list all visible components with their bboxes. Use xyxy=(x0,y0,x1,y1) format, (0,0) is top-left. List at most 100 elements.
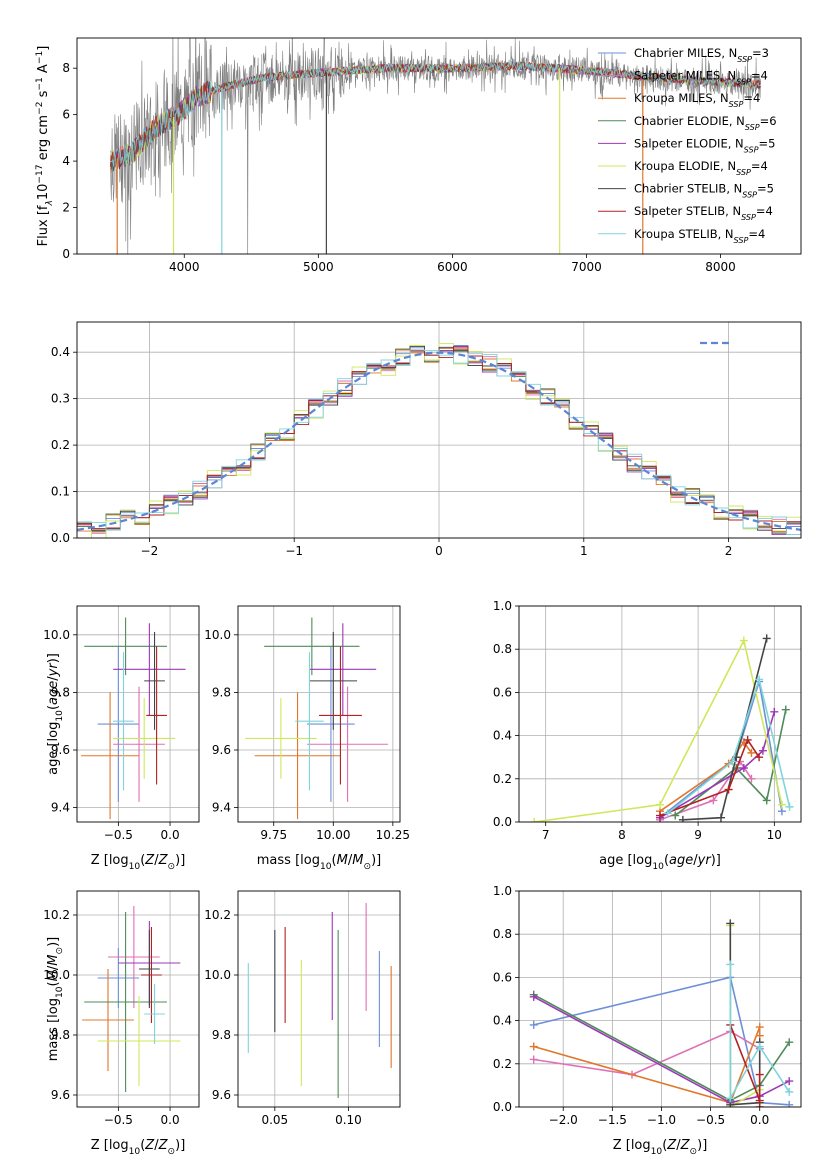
x-tick-label: 7000 xyxy=(571,260,602,274)
series-line xyxy=(729,923,761,1106)
plus-marker xyxy=(530,818,539,822)
plus-marker xyxy=(755,753,764,762)
x-tick-label: 0.0 xyxy=(750,1113,769,1127)
plus-marker xyxy=(743,735,752,744)
plus-marker xyxy=(777,800,786,809)
errorbar-point xyxy=(146,646,167,785)
axes-border-1 xyxy=(76,321,802,539)
errorbar-point xyxy=(319,646,362,785)
errorbar-point xyxy=(295,652,324,791)
plus-marker xyxy=(785,1077,794,1086)
plus-marker xyxy=(755,675,764,684)
x-tick-label: −0.5 xyxy=(104,1113,133,1127)
errorbar-point xyxy=(245,698,317,779)
plus-marker xyxy=(726,919,735,928)
axes-3: 9.75 10.00 10.25 9.4 9.6 9.8 10.0 xyxy=(204,606,410,842)
y-tick-label: 0.4 xyxy=(493,1014,512,1028)
series xyxy=(726,919,764,1107)
axes-border-6 xyxy=(237,890,401,1108)
y-tick-label: 9.8 xyxy=(51,685,70,699)
legend-entry: Kroupa ELODIE, NSSP=4 xyxy=(634,159,768,177)
y-tick-label: 0.4 xyxy=(493,729,512,743)
y-tick-label: 0.2 xyxy=(51,438,70,452)
y-tick-label: 0.3 xyxy=(51,392,70,406)
y-tick-label: 9.6 xyxy=(51,1088,70,1102)
x-tick-label: 5000 xyxy=(303,260,334,274)
errorbar-point xyxy=(264,617,360,676)
series-line xyxy=(729,1024,761,1107)
y-tick-label: 0.4 xyxy=(51,345,70,359)
plus-marker xyxy=(656,800,664,809)
series-line xyxy=(533,1030,761,1076)
legend-entry: Kroupa MILES, NSSP=4 xyxy=(634,91,760,109)
y-tick-label: 10.0 xyxy=(43,968,70,982)
y-tick-label: 0 xyxy=(62,247,70,261)
series xyxy=(726,960,794,1103)
plus-marker xyxy=(529,992,538,1001)
plus-marker xyxy=(678,815,687,822)
axes-4: 7 8 9 10 0.0 0.2 0.4 0.6 0.8 1.0 xyxy=(493,599,801,842)
plus-marker xyxy=(739,764,748,772)
y-tick-label: 10.0 xyxy=(204,968,231,982)
y-tick-label: 1.0 xyxy=(493,884,512,898)
plus-marker xyxy=(755,1070,764,1079)
plus-marker xyxy=(785,1100,794,1107)
series-line xyxy=(659,681,783,819)
errorbar-point xyxy=(113,652,134,791)
plus-marker xyxy=(726,960,735,969)
legend-entry: Chabrier MILES, NSSP=3 xyxy=(634,46,769,64)
spectrum-lines xyxy=(110,38,761,254)
plus-marker xyxy=(770,707,779,716)
y-tick-label: 0.0 xyxy=(493,1100,512,1114)
x-tick-label: 10 xyxy=(767,828,782,842)
series xyxy=(726,921,764,1107)
errorbar-point xyxy=(141,927,162,1023)
y-tick-label: 0.8 xyxy=(493,642,512,656)
x-axis-label: Z [log10(Z/Z⊙)] xyxy=(613,1138,708,1157)
x-axis-label: Z [log10(Z/Z⊙)] xyxy=(91,1138,186,1157)
series-line xyxy=(533,996,790,1104)
y-tick-label: 2 xyxy=(62,201,70,215)
y-tick-label: 9.8 xyxy=(212,1028,231,1042)
plus-marker xyxy=(716,813,725,822)
axes-2: −0.5 0.0 9.4 9.6 9.8 10.0 xyxy=(43,606,199,842)
x-tick-label: 0.0 xyxy=(161,828,180,842)
x-tick-label: 9 xyxy=(694,828,702,842)
y-tick-label: 0.6 xyxy=(493,970,512,984)
plus-marker xyxy=(755,1103,764,1107)
y-tick-label: 9.4 xyxy=(51,801,70,815)
model-spectrum xyxy=(110,61,761,168)
plus-marker xyxy=(785,802,794,811)
series xyxy=(530,636,786,822)
y-tick-label: 6 xyxy=(62,108,70,122)
errorbars xyxy=(247,903,392,1098)
series-line xyxy=(534,638,783,822)
x-tick-label: 0.05 xyxy=(261,1113,288,1127)
series-line xyxy=(674,709,787,817)
errorbars xyxy=(81,617,186,820)
series xyxy=(663,675,794,818)
series xyxy=(656,707,779,822)
series-line xyxy=(659,711,776,819)
y-tick-label: 10.2 xyxy=(43,908,70,922)
y-axis-label: Flux [fλ10−17 erg cm−2 s−1 A−1] xyxy=(35,46,55,247)
errorbar-point xyxy=(307,686,389,802)
plus-marker xyxy=(529,1055,538,1064)
y-tick-label: 0.0 xyxy=(51,531,70,545)
axes-border-7 xyxy=(518,890,802,1108)
series-line xyxy=(667,676,791,815)
x-tick-label: 0.10 xyxy=(335,1113,362,1127)
axes-6: 0.05 0.10 9.6 9.8 10.0 10.2 xyxy=(204,891,400,1127)
plus-marker xyxy=(762,634,771,643)
histograms xyxy=(77,343,801,538)
x-axis-label: mass [log10(M/M⊙)] xyxy=(257,853,381,872)
x-tick-label: −0.5 xyxy=(696,1113,725,1127)
errorbar-point xyxy=(144,631,165,730)
axes-0: 4000 5000 6000 7000 8000 0 2 4 6 8 xyxy=(62,61,735,274)
weight-lines xyxy=(529,919,794,1107)
y-tick-label: 0.2 xyxy=(493,772,512,786)
y-tick-label: 9.6 xyxy=(212,1088,231,1102)
legend-entry: Salpeter MILES, NSSP=4 xyxy=(634,69,768,87)
plus-marker xyxy=(724,785,733,794)
errorbars xyxy=(245,617,389,820)
